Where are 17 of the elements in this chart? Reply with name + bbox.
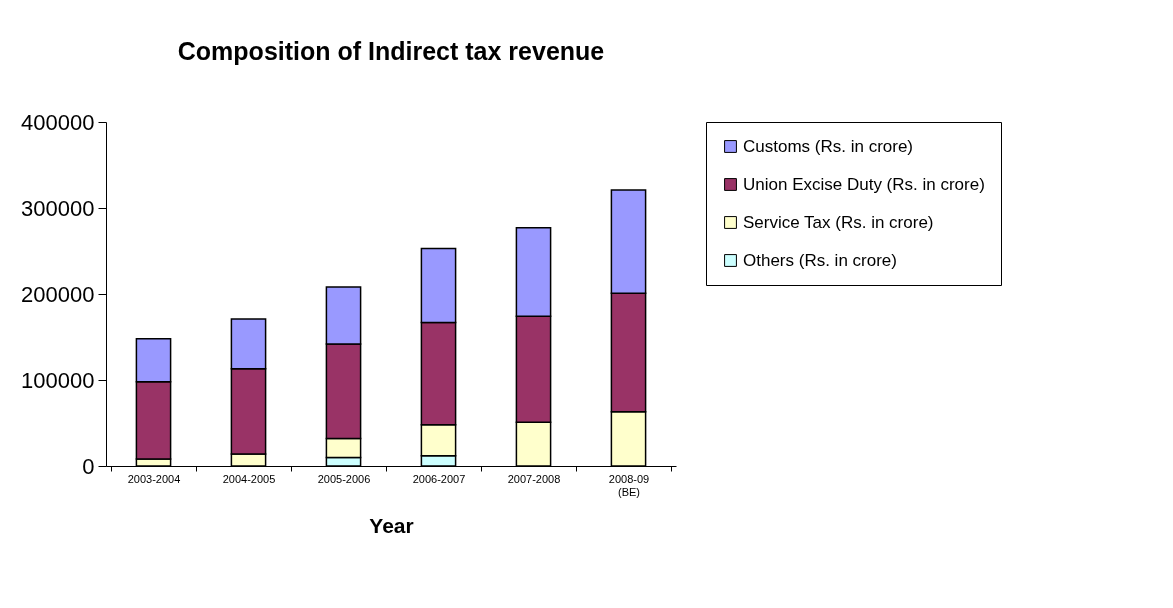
chart-title: Composition of Indirect tax revenue [177,37,605,65]
y-tick-label: 200000 [21,281,95,307]
y-tick-label: 300000 [21,195,95,221]
y-tick-label: 100000 [21,367,95,393]
x-tick-label: 2003-2004 [127,472,181,485]
x-tick-label: 2006-2007 [412,472,466,485]
legend-label: Customs (Rs. in crore) [743,136,914,156]
y-tick-label: 0 [82,453,95,479]
x-tick-label: 2008-09 (BE) [608,472,650,498]
x-tick-label: 2004-2005 [222,472,276,485]
x-tick-label: 2005-2006 [317,472,371,485]
y-tick-label: 400000 [21,109,95,135]
legend-label: Service Tax (Rs. in crore) [743,212,934,232]
legend-label: Others (Rs. in crore) [743,250,897,270]
legend-label: Union Excise Duty (Rs. in crore) [743,174,985,194]
x-axis-title: Year [369,513,414,537]
x-tick-label: 2007-2008 [507,472,561,485]
